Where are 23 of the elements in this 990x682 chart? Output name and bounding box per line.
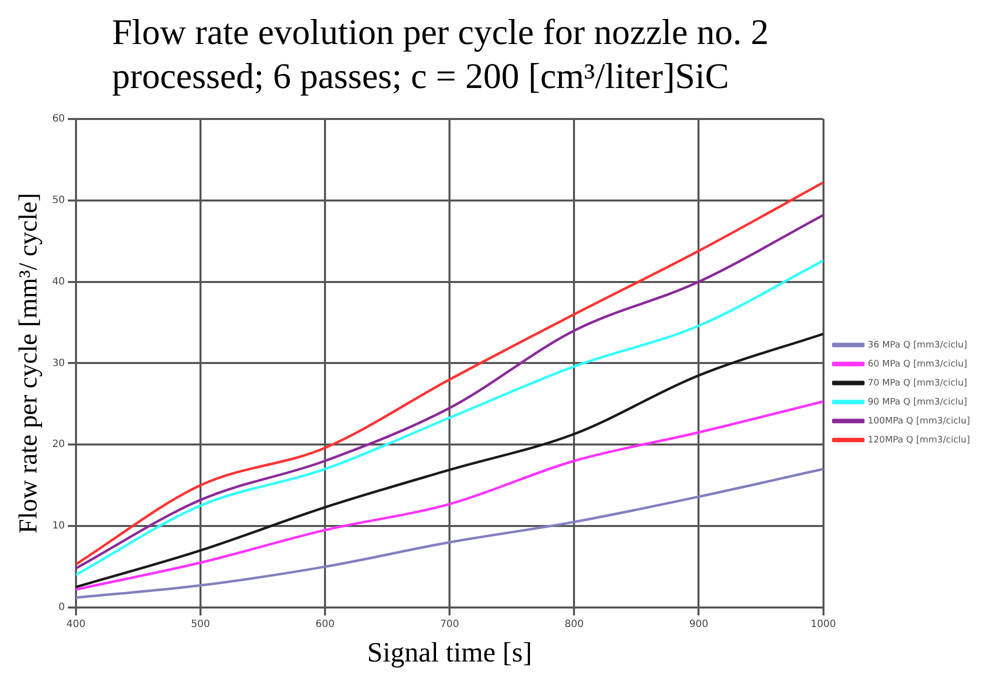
y-tick-label: 60 <box>52 114 65 125</box>
x-tick-label: 500 <box>190 618 210 630</box>
legend-label: 90 MPa Q [mm3/ciclu] <box>868 397 968 408</box>
y-tick-label: 30 <box>52 358 65 369</box>
x-tick-label: 900 <box>689 618 708 630</box>
x-tick-label: 1000 <box>810 618 836 630</box>
legend-label: 36 MPa Q [mm3/ciclu] <box>868 340 968 350</box>
x-tick-label: 600 <box>316 618 335 630</box>
y-tick-label: 20 <box>52 439 65 450</box>
y-tick-label: 0 <box>58 602 65 613</box>
legend-label: 60 MPa Q [mm3/ciclu] <box>868 359 968 370</box>
chart-title: Flow rate evolution per cycle for nozzle no. 2 processed; 6 passes; c = 200 [cm³/liter]SiC <box>111 11 770 98</box>
x-tick-label: 400 <box>66 618 86 630</box>
y-tick-label: 40 <box>52 276 65 288</box>
y-tick-label: 50 <box>52 194 65 206</box>
legend-label: 100MPa Q [mm3/ciclu] <box>868 416 970 426</box>
y-axis-title: Flow rate per cycle [mm³/ cycle] <box>13 192 42 534</box>
x-tick-label: 700 <box>440 618 460 630</box>
y-tick-label: 10 <box>52 520 65 532</box>
x-axis-title: Signal time [s] <box>367 638 532 669</box>
legend-label: 120MPa Q [mm3/ciclu] <box>868 435 970 446</box>
x-tick-label: 800 <box>564 618 584 630</box>
legend-label: 70 MPa Q [mm3/ciclu] <box>868 378 968 388</box>
